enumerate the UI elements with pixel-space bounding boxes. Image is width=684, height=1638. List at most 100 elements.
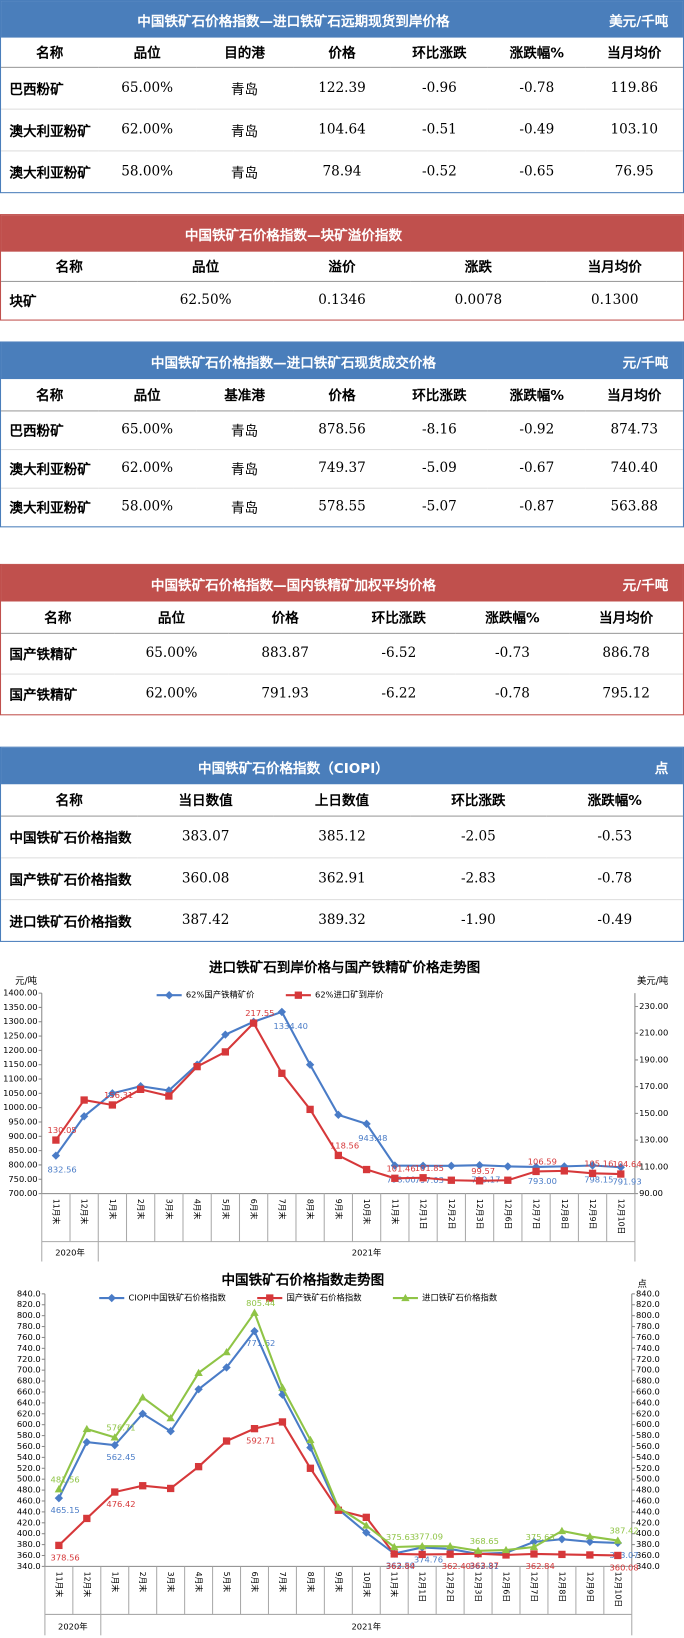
table-title-bar: 中国铁矿石价格指数（CIOPI） 点 [1,747,683,785]
data-label: 476.42 [106,1499,135,1509]
point [266,1294,274,1302]
point [529,1537,539,1547]
point [617,1170,625,1178]
header-cell: 溢价 [273,251,411,282]
value-cell: 65.00% [98,66,196,109]
point [362,1513,370,1522]
value-cell: 0.0078 [410,280,547,320]
table-title: 中国铁矿石价格指数—进口铁矿石远期现货到岸价格 [137,14,450,31]
value-cell: -0.53 [546,815,683,858]
point [613,1536,622,1544]
header-cell: 上日数值 [273,784,411,817]
value-cell: -0.65 [488,149,586,193]
value-cell: 883.87 [228,632,342,674]
point [250,1308,259,1316]
value-cell: 749.37 [293,448,391,488]
data-label: 832.56 [48,1165,77,1175]
x-tick-label: 12月8日 [557,1572,566,1603]
value-cell: -0.96 [390,66,489,109]
header-cell: 涨跌幅% [455,601,570,634]
point [532,1167,540,1176]
value-cell: -0.49 [488,108,586,151]
point [585,1537,595,1547]
value-cell: -0.73 [455,632,570,674]
y-tick-label: 380.0 [17,1539,41,1549]
y-tick-label: 950.00 [8,1116,37,1126]
y-tick-label: 800.00 [8,1159,37,1169]
header-cell: 名称 [1,251,138,282]
point [401,1293,410,1302]
y-tick-label: 900.00 [8,1131,37,1141]
header-cell: 当月均价 [585,37,683,68]
point [166,1413,175,1422]
x-tick-label: 11月末 [54,1572,64,1598]
x-tick-label: 12月7日 [532,1199,541,1230]
y2-tick-label: 500.0 [636,1474,660,1484]
data-label: 362.84 [526,1561,555,1571]
x-tick-label: 12月6日 [503,1199,512,1230]
table-block: 中国铁矿石价格指数—国内铁精矿加权平均价格 元/千吨 名称 品位 价格 环比涨跌 涨跌幅% 当… [0,563,684,716]
point [138,1409,147,1418]
value-cell: 62.00% [98,448,196,488]
y-tick-label: 1000.00 [3,1102,38,1112]
y-tick-label: 520.0 [17,1463,41,1473]
point [334,1503,343,1511]
data-label: 375.63 [526,1532,555,1542]
y2-tick-label: 420.0 [636,1517,660,1527]
y-tick-label: 560.0 [17,1441,41,1451]
y-tick-label: 360.0 [17,1550,41,1560]
y2-tick-label: 580.0 [636,1430,660,1440]
point [80,1096,88,1104]
value-cell: 104.64 [293,108,391,151]
header-cell: 当月均价 [569,601,683,634]
y2-tick-label: 230.00 [639,1001,668,1011]
y-tick-label: 580.0 [17,1430,41,1440]
y2-tick-label: 520.0 [636,1463,660,1473]
y2-tick-label: 560.0 [636,1441,660,1451]
value-cell: 76.95 [585,149,683,193]
table-row: 国产铁精矿 65.00% 883.87 -6.52 -0.73 886.78 [1,632,683,674]
name-cell: 澳大利亚粉矿 [1,448,99,488]
value-cell: -0.87 [488,487,586,527]
y2-tick-label: 380.0 [636,1539,660,1549]
value-cell: 383.07 [137,815,274,858]
point [306,1105,314,1114]
x-tick-label: 12月2日 [446,1572,455,1603]
y2-tick-label: 440.0 [636,1506,660,1516]
point [278,1418,287,1426]
data-label: 592.71 [246,1436,275,1446]
value-cell: 360.08 [137,856,274,900]
header-row: 名称 品位 价格 环比涨跌 涨跌幅% 当月均价 [1,601,683,634]
data-label: 799.17 [471,1174,500,1184]
x-group-label: 2020年 [58,1621,88,1631]
y-tick-label: 440.0 [17,1506,41,1516]
data-label: 360.08 [609,1562,638,1572]
x-tick-label: 2月末 [138,1572,148,1593]
value-cell: 62.00% [114,673,229,715]
data-label: 363.59 [386,1561,415,1571]
y2-tick-label: 480.0 [636,1485,660,1495]
y2-tick-label: 680.0 [636,1376,660,1386]
y2-tick-label: 660.0 [636,1386,660,1396]
point [164,991,174,1000]
y-tick-label: 540.0 [17,1452,41,1462]
x-group-label: 2021年 [352,1621,382,1631]
value-cell: -2.05 [410,815,547,858]
point [530,1550,538,1558]
header-cell: 价格 [228,601,342,634]
data-label: 368.65 [470,1536,499,1546]
point [419,1174,427,1182]
point [586,1551,594,1559]
y2-tick-label: 620.0 [636,1408,660,1418]
table-row: 块矿 62.50% 0.1346 0.0078 0.1300 [1,280,683,320]
x-tick-label: 8月末 [306,1199,316,1220]
point [111,1488,119,1496]
point [167,1484,175,1493]
y-tick-label: 1300.00 [3,1016,38,1026]
x-tick-label: 12月1日 [418,1572,427,1603]
data-label: 375.63 [386,1532,415,1542]
chart-title: 进口铁矿石到岸价格与国产铁精矿价格走势图 [209,959,480,976]
point [165,1092,173,1100]
y-tick-label: 1250.00 [3,1031,38,1041]
header-row: 名称 品位 基准港 价格 环比涨跌 涨跌幅% 当月均价 [1,379,683,411]
